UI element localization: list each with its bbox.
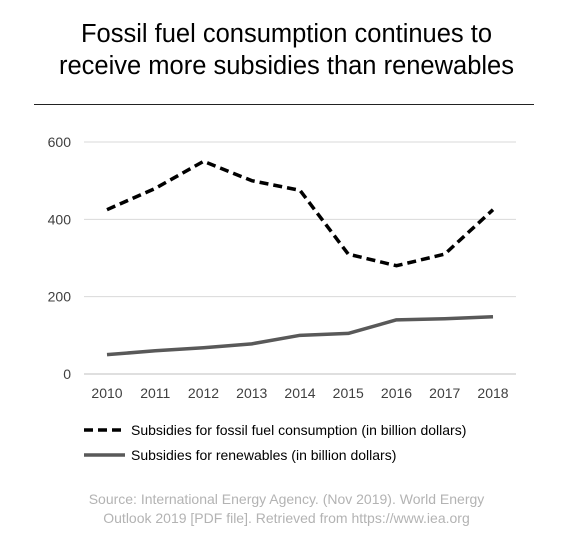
gridlines (84, 141, 516, 375)
chart-title-line-2: receive more subsidies than renewables (59, 52, 514, 80)
chart-title: Fossil fuel consumption continues to rec… (0, 18, 573, 82)
legend-label-fossil: Subsidies for fossil fuel consumption (i… (131, 422, 466, 438)
x-tick-label: 2014 (284, 385, 315, 401)
fossil-fuel-series-line (106, 159, 495, 268)
legend-label-renewables: Subsidies for renewables (in billion dol… (131, 447, 396, 463)
title-divider (34, 104, 534, 105)
x-tick-label: 2016 (381, 385, 412, 401)
y-axis-tick-labels: 0 200 400 600 (48, 134, 72, 382)
y-tick-label: 200 (48, 289, 72, 305)
source-note: Source: International Energy Agency. (No… (0, 490, 573, 528)
y-tick-label: 600 (48, 134, 72, 150)
source-line-2: Outlook 2019 [PDF file]. Retrieved from … (103, 510, 470, 526)
x-tick-label: 2011 (140, 385, 170, 401)
x-tick-label: 2018 (477, 385, 508, 401)
x-tick-label: 2015 (333, 385, 364, 401)
legend: Subsidies for fossil fuel consumption (i… (84, 422, 466, 463)
series-lines (106, 159, 495, 357)
x-tick-label: 2012 (188, 385, 219, 401)
x-tick-label: 2017 (429, 385, 460, 401)
source-line-1: Source: International Energy Agency. (No… (88, 491, 485, 507)
renewables-series-line (106, 315, 494, 357)
y-tick-label: 400 (48, 211, 72, 227)
x-tick-label: 2010 (91, 385, 122, 401)
chart-title-line-1: Fossil fuel consumption continues to (80, 20, 493, 48)
y-tick-label: 0 (63, 366, 71, 382)
x-axis-tick-labels: 2010 2011 2012 2013 2014 2015 2016 2017 2018 (91, 385, 508, 401)
x-tick-label: 2013 (236, 385, 267, 401)
